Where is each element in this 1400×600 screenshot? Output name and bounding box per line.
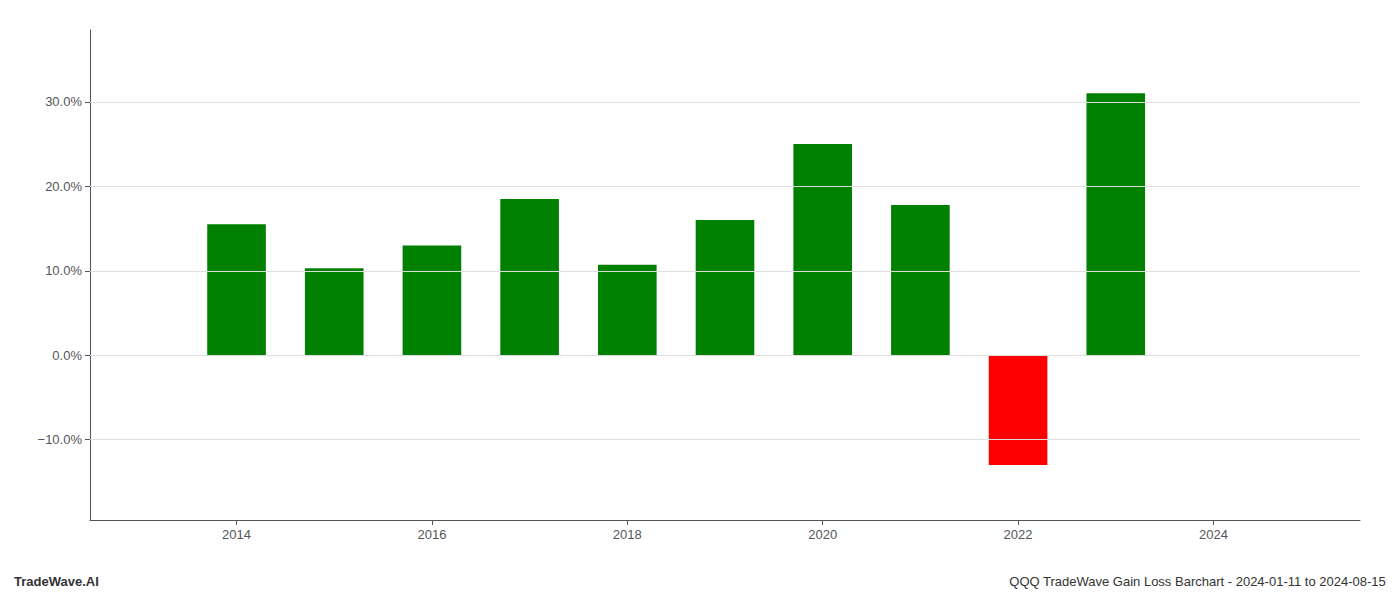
svg-text:2018: 2018 <box>613 527 642 542</box>
svg-text:2016: 2016 <box>417 527 446 542</box>
svg-text:30.0%: 30.0% <box>45 94 82 109</box>
svg-text:2020: 2020 <box>808 527 837 542</box>
svg-text:QQQ TradeWave Gain Loss Barcha: QQQ TradeWave Gain Loss Barchart - 2024-… <box>1009 574 1385 589</box>
svg-text:20.0%: 20.0% <box>45 179 82 194</box>
svg-text:2014: 2014 <box>222 527 251 542</box>
svg-text:2022: 2022 <box>1004 527 1033 542</box>
svg-text:TradeWave.AI: TradeWave.AI <box>14 574 99 589</box>
svg-text:0.0%: 0.0% <box>52 348 82 363</box>
svg-text:10.0%: 10.0% <box>45 263 82 278</box>
svg-text:−10.0%: −10.0% <box>38 432 83 447</box>
svg-text:2024: 2024 <box>1199 527 1228 542</box>
